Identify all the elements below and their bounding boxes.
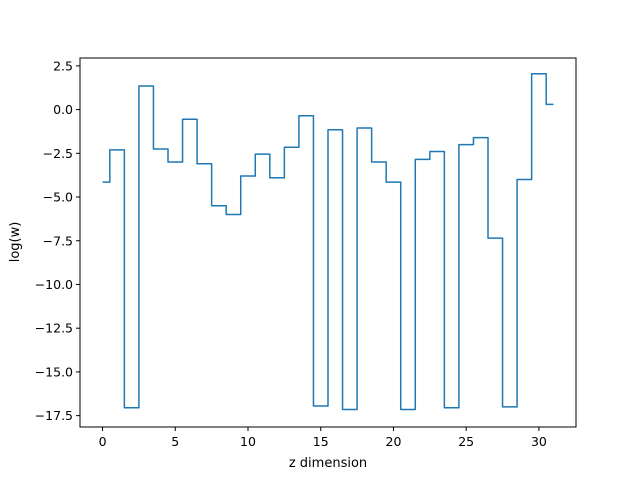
y-axis: 2.5 0.0 −2.5 −5.0 −7.5 −10.0 −12.5 −15.0 −17.5 [35,58,80,423]
y-tick-label: −2.5 [43,146,73,161]
y-tick-label: 2.5 [53,58,73,73]
x-tick-label: 20 [386,434,402,449]
y-tick-label: −12.5 [35,321,73,336]
x-tick-label: 15 [313,434,329,449]
series-layer [102,72,554,411]
x-tick-label: 5 [171,434,179,449]
x-axis-label: z dimension [289,456,367,471]
x-tick-label: 25 [458,434,474,449]
y-tick-label: −7.5 [43,233,73,248]
y-tick-label: −15.0 [35,364,73,379]
y-tick-label: 0.0 [53,102,73,117]
x-tick-label: 30 [531,434,547,449]
y-tick-label: −10.0 [35,277,73,292]
plot-frame [79,57,577,428]
x-tick-label: 0 [99,434,107,449]
y-tick-label: −5.0 [43,190,73,205]
x-axis: 0 5 10 15 20 25 30 [99,427,547,449]
series-line-0 [102,72,554,411]
x-tick-label: 10 [240,434,256,449]
y-axis-label: log(w) [8,222,23,263]
y-tick-label: −17.5 [35,408,73,423]
